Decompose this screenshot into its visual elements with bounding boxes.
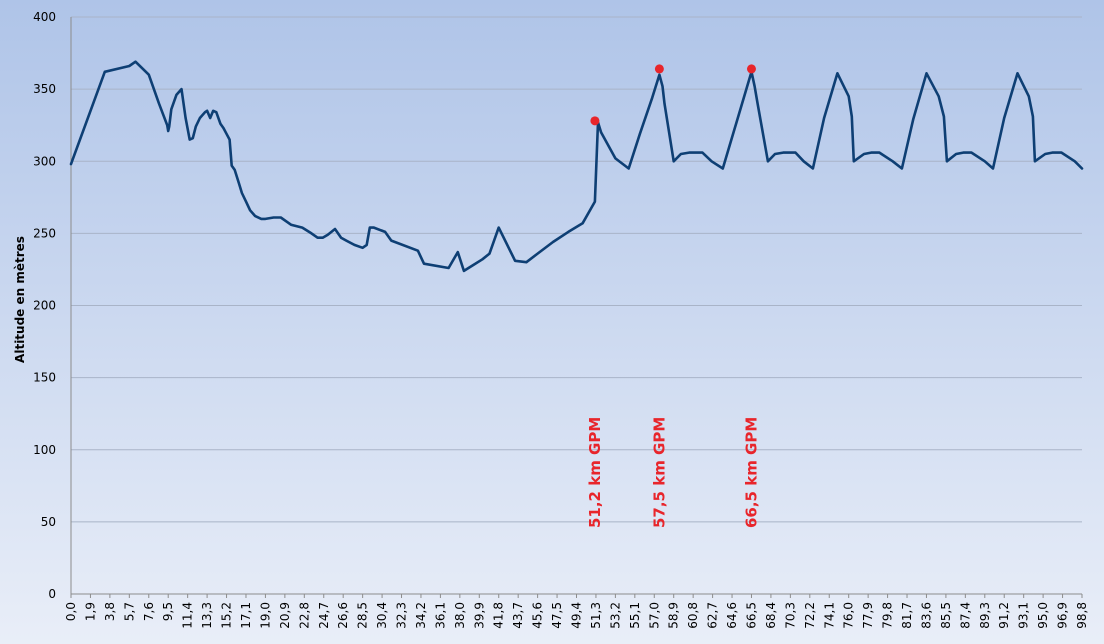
x-tick-label: 49,4 — [570, 602, 584, 629]
x-tick-label: 96,9 — [1056, 602, 1070, 629]
x-tick-label: 15,2 — [220, 602, 234, 629]
gpm-label: 66,5 km GPM — [742, 417, 760, 528]
x-tick-label: 70,3 — [783, 602, 797, 629]
series-layer — [69, 60, 1084, 273]
x-tick-label: 58,9 — [667, 602, 681, 629]
x-tick-label: 91,2 — [997, 602, 1011, 629]
x-tick-label: 41,8 — [492, 602, 506, 629]
x-tick-label: 47,5 — [550, 602, 564, 629]
y-tick-label: 100 — [33, 443, 56, 457]
y-tick-labels: 0 50 100 150 200 250 300 350 400 — [33, 10, 56, 601]
gridlines — [71, 16, 1082, 523]
axes — [70, 17, 1083, 598]
y-tick-label: 400 — [33, 10, 56, 24]
x-tick-label: 19,0 — [258, 602, 272, 629]
x-tick-label: 17,1 — [239, 602, 253, 629]
x-tick-label: 43,7 — [511, 602, 525, 629]
x-tick-label: 60,8 — [686, 602, 700, 629]
annotations: 51,2 km GPM 57,5 km GPM 66,5 km GPM — [586, 64, 760, 528]
x-tick-label: 77,9 — [861, 602, 875, 629]
x-tick-label: 26,6 — [336, 602, 350, 629]
x-tick-label: 53,2 — [608, 602, 622, 629]
x-tick-label: 66,5 — [744, 602, 758, 629]
x-tick-label: 22,8 — [297, 602, 311, 629]
y-tick-label: 350 — [33, 82, 56, 96]
x-tick-label: 34,2 — [414, 602, 428, 629]
x-tick-label: 28,5 — [356, 602, 370, 629]
gpm-label: 57,5 km GPM — [650, 417, 668, 528]
x-tick-label: 76,0 — [842, 602, 856, 629]
x-tick-label: 51,3 — [589, 602, 603, 629]
x-tick-label: 38,0 — [453, 602, 467, 629]
x-tick-label: 68,4 — [764, 602, 778, 629]
x-tick-label: 13,3 — [200, 602, 214, 629]
y-tick-label: 50 — [41, 515, 56, 529]
x-tick-label: 83,6 — [919, 602, 933, 629]
x-tick-label: 95,0 — [1036, 602, 1050, 629]
y-tick-label: 250 — [33, 226, 56, 240]
y-axis-title: Altitude en mètres — [13, 236, 27, 363]
x-tick-label: 7,6 — [142, 602, 156, 621]
y-tick-label: 300 — [33, 154, 56, 168]
x-tick-label: 39,9 — [472, 602, 486, 629]
y-tick-label: 200 — [33, 299, 56, 313]
x-tick-label: 3,8 — [103, 602, 117, 621]
x-tick-label: 9,5 — [161, 602, 175, 621]
x-tick-label: 85,5 — [939, 602, 953, 629]
x-tick-label: 24,7 — [317, 602, 331, 629]
x-tick-label: 62,7 — [706, 602, 720, 629]
x-tick-label: 0,0 — [64, 602, 78, 621]
x-tick-label: 30,4 — [375, 602, 389, 629]
gpm-marker — [654, 64, 664, 74]
x-tick-label: 87,4 — [958, 602, 972, 629]
x-tick-label: 1,9 — [83, 602, 97, 621]
x-tick-label: 36,1 — [433, 602, 447, 629]
x-tick-label: 81,7 — [900, 602, 914, 629]
altitude-line — [69, 60, 1084, 273]
x-tick-label: 72,2 — [803, 602, 817, 629]
x-tick-label: 32,3 — [395, 602, 409, 629]
x-tick-label: 98,8 — [1075, 602, 1089, 629]
x-tick-label: 20,9 — [278, 602, 292, 629]
gpm-label: 51,2 km GPM — [586, 417, 604, 528]
x-tick-label: 64,6 — [725, 602, 739, 629]
x-tick-label: 55,1 — [628, 602, 642, 629]
x-tick-label: 57,0 — [647, 602, 661, 629]
x-tick-label: 93,1 — [1017, 602, 1031, 629]
y-tick-label: 0 — [48, 587, 56, 601]
x-tick-label: 5,7 — [122, 602, 136, 621]
x-tick-label: 79,8 — [881, 602, 895, 629]
gpm-marker — [590, 116, 600, 126]
x-tick-label: 45,6 — [531, 602, 545, 629]
x-tick-label: 89,3 — [978, 602, 992, 629]
y-tick-label: 150 — [33, 371, 56, 385]
x-tick-label: 74,1 — [822, 602, 836, 629]
gpm-marker — [746, 64, 756, 74]
x-tick-labels: 0,0 1,9 3,8 5,7 7,6 9,5 11,4 13,3 15,2 17,1 19,0 20… — [64, 602, 1089, 629]
x-tick-label: 11,4 — [181, 602, 195, 629]
